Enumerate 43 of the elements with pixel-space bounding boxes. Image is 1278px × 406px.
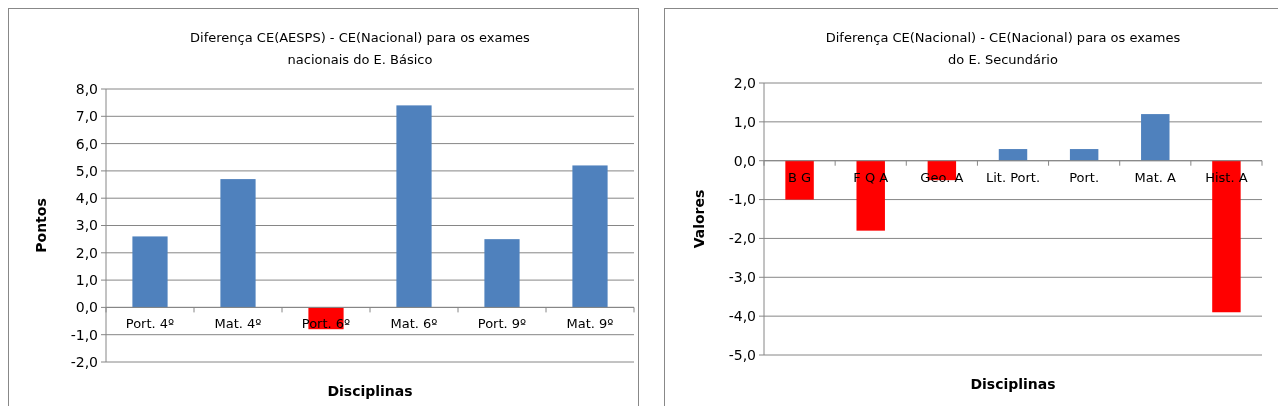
bar <box>484 239 520 308</box>
x-axis-title: Disciplinas <box>970 376 1056 392</box>
x-tick-label: Lit. Port. <box>985 169 1041 185</box>
bar <box>396 105 432 308</box>
x-tick-label: Mat. A <box>1134 169 1177 185</box>
x-tick-label: Port. <box>1069 169 1100 185</box>
y-tick-label: 4,0 <box>75 190 98 207</box>
x-tick-label: Port. 4º <box>125 316 175 332</box>
x-axis-title: Disciplinas <box>327 383 413 399</box>
y-tick-label: 3,0 <box>75 217 98 234</box>
y-tick-label: -2,0 <box>728 230 756 247</box>
x-tick-label: Mat. 4º <box>214 316 262 332</box>
bar <box>1069 149 1099 161</box>
y-tick-label: 1,0 <box>75 272 98 288</box>
y-axis-title: Pontos <box>33 198 49 253</box>
y-tick-label: -1,0 <box>70 326 98 343</box>
chart-title: Diferença CE(AESPS) - CE(Nacional) para os exames nacionais do E. Básico <box>190 30 531 67</box>
y-tick-label: 1,0 <box>733 113 756 130</box>
x-tick-label: Port. 9º <box>477 316 527 332</box>
chart-title: Diferença CE(Nacional) - CE(Nacional) para os exames do E. Secundário <box>825 30 1181 67</box>
bar <box>785 160 814 200</box>
y-tick-label: 2,0 <box>75 244 98 261</box>
y-tick-label: 2,0 <box>733 74 756 91</box>
y-tick-label: -3,0 <box>728 269 756 286</box>
bar <box>132 236 168 308</box>
x-tick-label: Mat. 9º <box>566 316 614 332</box>
y-tick-label: 8,0 <box>75 80 98 97</box>
y-tick-label: 7,0 <box>75 108 98 125</box>
bar <box>572 165 608 308</box>
x-tick-label: Mat. 6º <box>390 316 438 332</box>
y-tick-label: 5,0 <box>75 162 98 179</box>
bar <box>998 149 1028 161</box>
bar <box>220 179 256 308</box>
y-axis-title: Valores <box>691 189 707 249</box>
y-tick-label: -4,0 <box>728 308 756 325</box>
y-tick-label: -1,0 <box>728 191 756 208</box>
y-tick-label: 6,0 <box>75 135 98 152</box>
bar <box>1141 114 1170 161</box>
y-tick-label: 0,0 <box>75 299 98 316</box>
y-tick-label: -5,0 <box>728 346 756 363</box>
x-tick-label: B G <box>788 169 812 185</box>
y-tick-label: -2,0 <box>70 353 98 370</box>
y-tick-label: 0,0 <box>733 152 756 169</box>
